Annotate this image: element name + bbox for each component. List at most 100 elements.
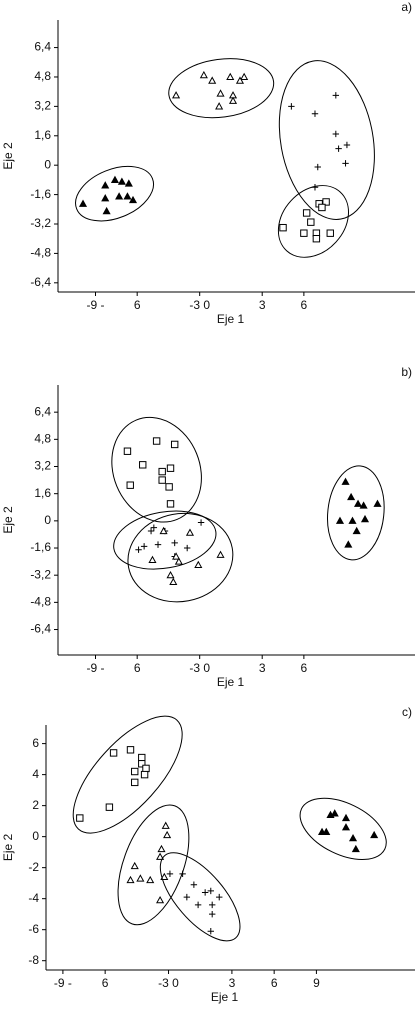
group-ellipse: [327, 465, 385, 561]
point: [166, 870, 174, 878]
point: [128, 195, 138, 204]
point: [101, 181, 110, 189]
point: [157, 844, 166, 853]
point: [148, 555, 157, 563]
point: [235, 76, 245, 84]
point: [335, 516, 345, 524]
point: [216, 893, 223, 901]
group-ellipse: [278, 60, 375, 220]
point: [140, 543, 148, 550]
x-tick-label: 6: [134, 661, 141, 675]
point: [169, 577, 178, 586]
point: [123, 447, 132, 455]
point: [102, 206, 111, 215]
point: [166, 570, 175, 579]
point: [194, 560, 203, 569]
panel: b) 6,4 4,8 3,2 1,6 0 -1,6 -3,2 -4,8 -6,4 -9 - 6 -3 0…: [1, 365, 415, 689]
point: [150, 524, 158, 531]
point: [160, 872, 169, 881]
point: [330, 809, 339, 817]
point: [343, 141, 351, 149]
point: [185, 528, 195, 536]
y-axis-label: Eje 2: [1, 834, 15, 862]
x-tick-label: -3 0: [189, 298, 210, 312]
point: [159, 526, 168, 535]
point: [348, 833, 358, 842]
point: [110, 175, 120, 183]
point: [126, 875, 135, 884]
group-ellipse: [111, 416, 202, 523]
point: [311, 110, 319, 117]
point: [126, 746, 135, 754]
point: [183, 893, 191, 901]
point: [171, 539, 178, 547]
point: [101, 194, 110, 202]
y-tick-label: -1,6: [30, 187, 51, 201]
y-tick-label: 2: [32, 798, 39, 812]
point: [139, 461, 147, 469]
y-tick-label: -3,2: [30, 216, 51, 230]
y-tick-label: -6,4: [30, 622, 51, 636]
panel-label: b): [401, 365, 412, 379]
point: [228, 96, 238, 104]
point: [140, 770, 149, 779]
y-tick-label: 4: [32, 767, 39, 781]
group-ellipse: [113, 510, 217, 570]
point: [194, 901, 202, 909]
group-ellipse: [168, 58, 275, 119]
y-tick-label: -1,6: [30, 540, 51, 554]
y-tick-label: 4,8: [34, 432, 51, 446]
group-ellipse: [277, 185, 349, 258]
x-tick-label: 3: [259, 661, 266, 675]
y-tick-label: 3,2: [34, 99, 51, 113]
y-tick-label: 6,4: [34, 404, 51, 418]
point: [288, 103, 295, 110]
y-tick-label: -6,4: [30, 275, 51, 289]
point: [76, 814, 84, 822]
group-ellipse: [299, 797, 387, 860]
point: [307, 218, 315, 226]
point: [183, 544, 191, 552]
group-ellipse: [117, 804, 190, 926]
point: [124, 179, 133, 187]
point: [172, 91, 181, 99]
point: [199, 70, 208, 79]
point: [123, 192, 132, 200]
y-tick-label: 0: [44, 513, 51, 527]
point: [138, 760, 146, 768]
point: [322, 198, 330, 206]
point: [201, 889, 209, 896]
point: [344, 540, 353, 548]
point: [279, 223, 287, 232]
point: [165, 483, 173, 491]
y-tick-label: 6,4: [34, 40, 51, 54]
point: [126, 481, 134, 489]
group-ellipse: [75, 165, 154, 222]
x-tick-label: 6: [134, 298, 141, 312]
point: [109, 749, 118, 757]
point: [341, 477, 350, 485]
x-axis-label: Eje 1: [211, 990, 239, 1004]
y-tick-label: 0: [32, 829, 39, 843]
point: [158, 467, 166, 476]
y-tick-label: 1,6: [34, 128, 51, 142]
point: [152, 437, 161, 445]
y-tick-label: -2: [28, 860, 39, 874]
point: [318, 203, 326, 212]
point: [300, 229, 308, 237]
x-axis-label: Eje 1: [217, 675, 245, 689]
point: [341, 823, 351, 831]
x-tick-label: 3: [259, 298, 266, 312]
point: [179, 870, 186, 878]
point: [352, 526, 361, 535]
y-tick-label: -3,2: [30, 567, 51, 581]
point: [302, 209, 311, 217]
y-tick-label: 6: [32, 736, 39, 750]
y-tick-label: -8: [28, 953, 39, 967]
point: [326, 229, 334, 237]
point: [335, 145, 342, 152]
point: [105, 803, 114, 811]
point: [208, 910, 216, 918]
point: [166, 464, 175, 472]
